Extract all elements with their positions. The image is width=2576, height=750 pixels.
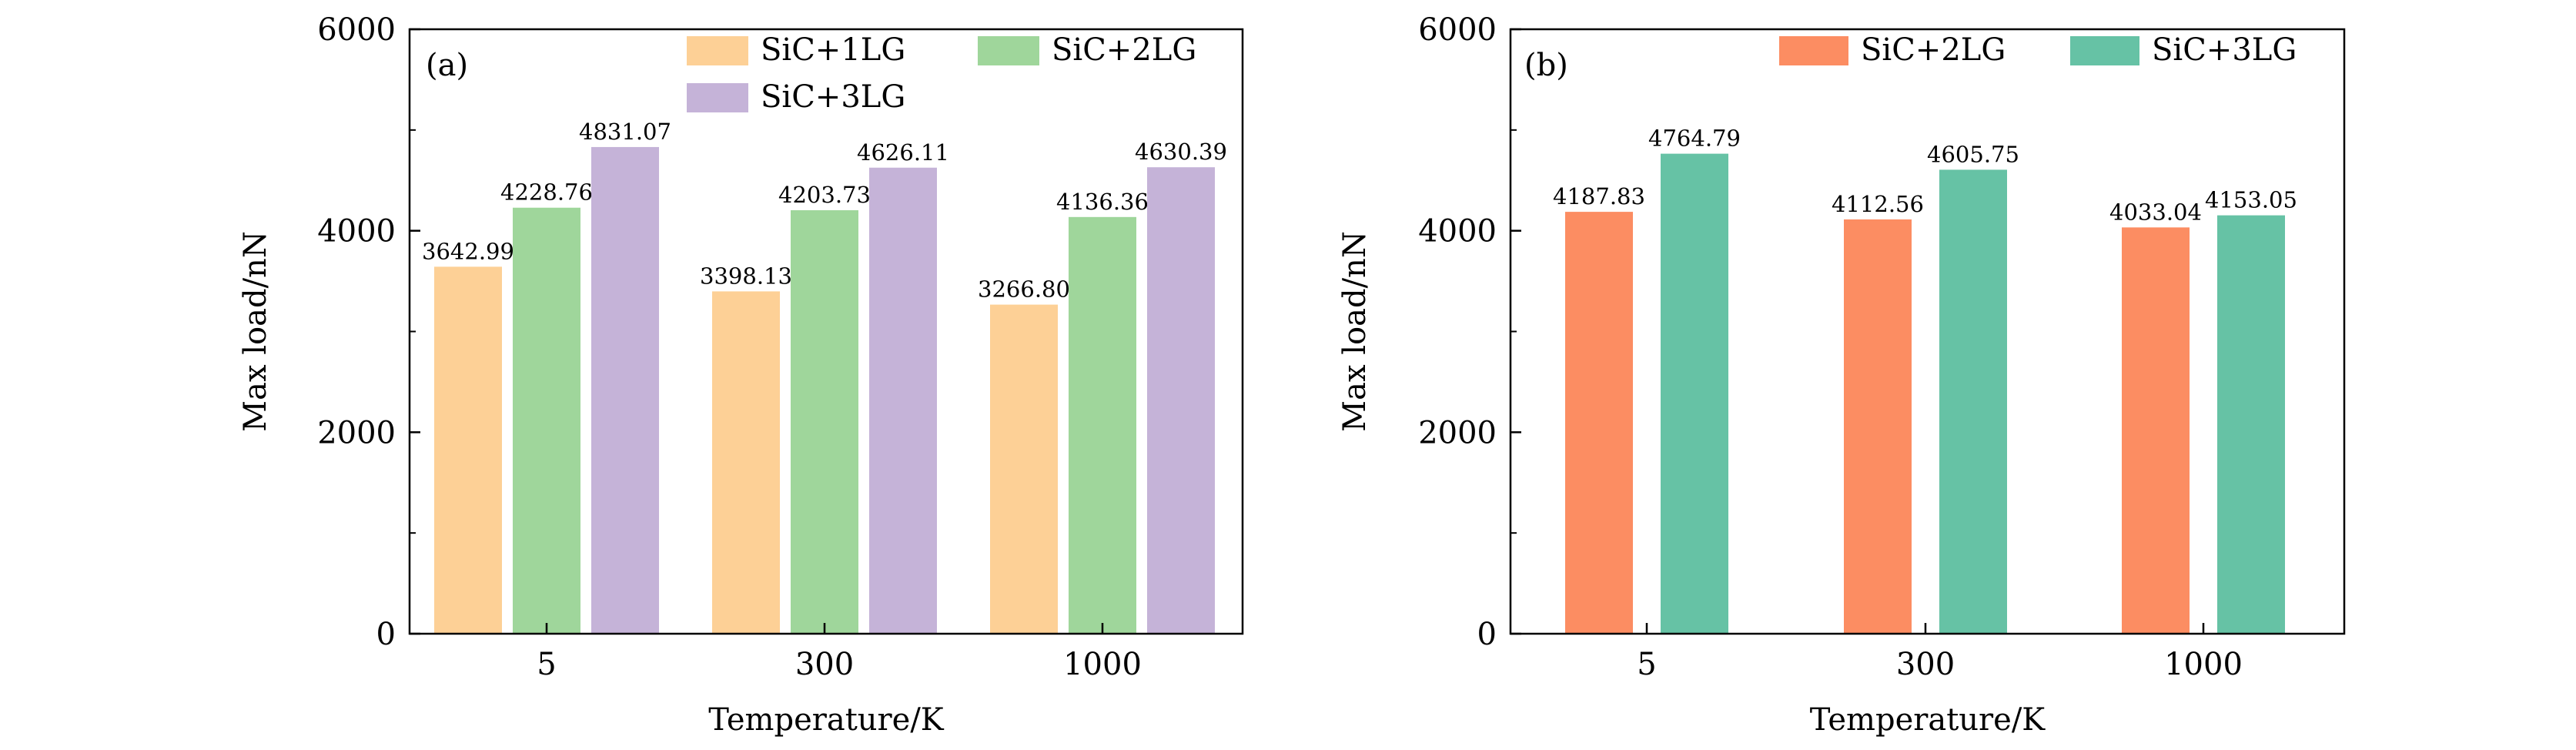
legend-swatch (2070, 36, 2139, 65)
data-label: 3642.99 (422, 238, 514, 264)
legend-swatch (1779, 36, 1848, 65)
legend-label: SiC+2LG (1052, 32, 1196, 68)
legend-swatch (687, 36, 748, 65)
y-tick-label: 4000 (317, 214, 396, 249)
bar-sic3lg-5 (1661, 153, 1728, 634)
bar-sic2lg-300 (1844, 219, 1912, 634)
data-label: 4605.75 (1927, 141, 2019, 167)
x-tick-label: 1000 (2164, 647, 2243, 682)
panel-label: (b) (1524, 48, 1568, 83)
bar-sic2lg-1000 (1069, 216, 1136, 634)
y-tick-label: 0 (376, 617, 396, 652)
x-axis-title: Temperature/K (1810, 702, 2046, 738)
y-axis-title: Max load/nN (238, 231, 273, 432)
y-tick-label: 6000 (1418, 12, 1497, 48)
data-label: 4112.56 (1832, 191, 1924, 217)
y-tick-label: 2000 (1418, 415, 1497, 450)
chart-panel-a: 3642.99 4228.76 4831.07 3398.13 4203.73 4626.… (238, 12, 1244, 738)
y-axis-title: Max load/nN (1337, 231, 1373, 432)
data-label: 4153.05 (2205, 187, 2297, 213)
bar-sic3lg-1000 (1147, 167, 1215, 634)
y-tick-label: 4000 (1418, 214, 1497, 249)
data-label: 3266.80 (978, 276, 1070, 303)
legend-label: SiC+2LG (1861, 32, 2006, 68)
panel-label: (a) (426, 48, 468, 83)
data-label: 4136.36 (1056, 189, 1149, 215)
bar-sic2lg-5 (513, 207, 580, 634)
bar-sic2lg-1000 (2122, 227, 2190, 634)
data-label: 4228.76 (500, 179, 593, 206)
data-label: 4187.83 (1553, 183, 1645, 209)
legend-swatch (687, 83, 748, 112)
bar-sic3lg-5 (591, 146, 659, 634)
y-tick-label: 2000 (317, 415, 396, 450)
y-tick-label: 0 (1477, 617, 1497, 652)
data-label: 3398.13 (700, 263, 792, 289)
x-tick-label: 300 (795, 647, 854, 682)
data-label: 4626.11 (857, 139, 949, 166)
legend-label: SiC+3LG (2152, 32, 2297, 68)
x-tick-label: 5 (1637, 647, 1656, 682)
data-label: 4630.39 (1135, 139, 1227, 165)
bar-sic2lg-300 (791, 210, 858, 634)
data-label: 4033.04 (2109, 199, 2202, 225)
data-label: 4203.73 (778, 182, 871, 208)
bar-sic3lg-300 (869, 167, 937, 634)
y-tick-label: 6000 (317, 12, 396, 48)
bar-sic1lg-1000 (990, 304, 1058, 634)
x-tick-label: 1000 (1063, 647, 1142, 682)
bar-sic2lg-5 (1565, 212, 1633, 634)
data-label: 4764.79 (1648, 126, 1741, 152)
legend-swatch (978, 36, 1039, 65)
bar-sic3lg-1000 (2217, 215, 2285, 634)
x-tick-label: 300 (1896, 647, 1955, 682)
x-axis-title: Temperature/K (708, 702, 945, 738)
legend-label: SiC+1LG (761, 32, 905, 68)
bar-sic1lg-5 (434, 266, 502, 634)
bar-sic1lg-300 (712, 291, 780, 634)
data-label: 4831.07 (579, 119, 671, 145)
bar-sic3lg-300 (1939, 169, 2007, 634)
x-tick-label: 5 (537, 647, 556, 682)
legend-label: SiC+3LG (761, 79, 905, 115)
